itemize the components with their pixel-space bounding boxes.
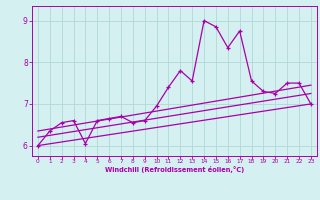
X-axis label: Windchill (Refroidissement éolien,°C): Windchill (Refroidissement éolien,°C) — [105, 166, 244, 173]
